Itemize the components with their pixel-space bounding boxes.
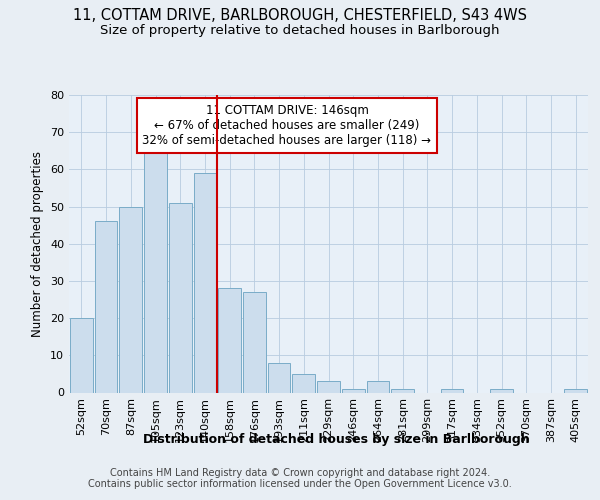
Bar [317,382,340,392]
Bar [292,374,315,392]
Text: 11, COTTAM DRIVE, BARLBOROUGH, CHESTERFIELD, S43 4WS: 11, COTTAM DRIVE, BARLBOROUGH, CHESTERFI… [73,8,527,22]
Bar [564,389,587,392]
Bar [144,147,167,392]
Bar [70,318,93,392]
Y-axis label: Number of detached properties: Number of detached properties [31,151,44,337]
Bar [169,203,191,392]
Text: Contains HM Land Registry data © Crown copyright and database right 2024.: Contains HM Land Registry data © Crown c… [110,468,490,477]
Bar [342,389,365,392]
Bar [119,206,142,392]
Bar [490,389,513,392]
Bar [367,382,389,392]
Text: Distribution of detached houses by size in Barlborough: Distribution of detached houses by size … [143,432,529,446]
Bar [95,222,118,392]
Text: 11 COTTAM DRIVE: 146sqm
← 67% of detached houses are smaller (249)
32% of semi-d: 11 COTTAM DRIVE: 146sqm ← 67% of detache… [142,104,431,147]
Bar [194,173,216,392]
Bar [218,288,241,393]
Text: Size of property relative to detached houses in Barlborough: Size of property relative to detached ho… [100,24,500,37]
Bar [268,363,290,392]
Text: Contains public sector information licensed under the Open Government Licence v3: Contains public sector information licen… [88,479,512,489]
Bar [441,389,463,392]
Bar [391,389,414,392]
Bar [243,292,266,392]
